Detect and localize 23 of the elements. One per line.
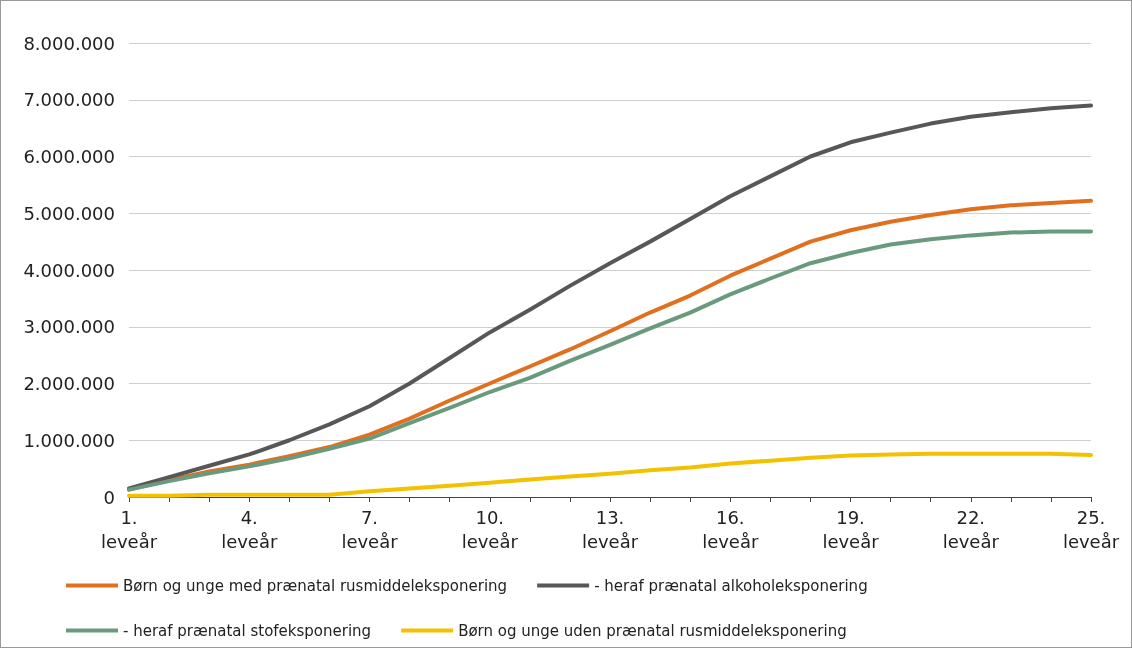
legend-label: Børn og unge med prænatal rusmiddeleksponering — [123, 576, 508, 595]
y-tick-label: 8.000.000 — [23, 32, 115, 54]
legend-label: - heraf prænatal alkoholeksponering — [594, 576, 868, 595]
y-tick-label: 7.000.000 — [23, 89, 115, 111]
y-tick-label: 3.000.000 — [23, 316, 115, 338]
x-tick-label: 10. leveår — [461, 506, 519, 552]
x-tick-label: 22. leveår — [942, 506, 1000, 552]
x-tick-label: 13. leveår — [581, 506, 639, 552]
x-tick-label: 7. leveår — [341, 506, 399, 552]
y-tick-label: 0 — [103, 486, 115, 508]
x-tick-label: 1. leveår — [100, 506, 158, 552]
legend-label: Børn og unge uden prænatal rusmiddeleksponering — [458, 621, 847, 640]
x-tick-label: 16. leveår — [702, 506, 759, 552]
y-tick-label: 2.000.000 — [23, 373, 115, 394]
line-series — [127, 103, 1093, 491]
y-tick-label: 6.000.000 — [23, 146, 115, 167]
y-tick-label: 1.000.000 — [23, 429, 115, 451]
legend-label: - heraf prænatal stofeksponering — [123, 621, 372, 640]
y-tick-label: 5.000.000 — [23, 202, 115, 224]
x-tick-label: 25. leveår — [1062, 506, 1120, 552]
x-tick-label: 19. leveår — [822, 506, 880, 552]
x-tick-label: 4. leveår — [221, 506, 278, 552]
y-tick-label: 4.000.000 — [23, 259, 115, 281]
